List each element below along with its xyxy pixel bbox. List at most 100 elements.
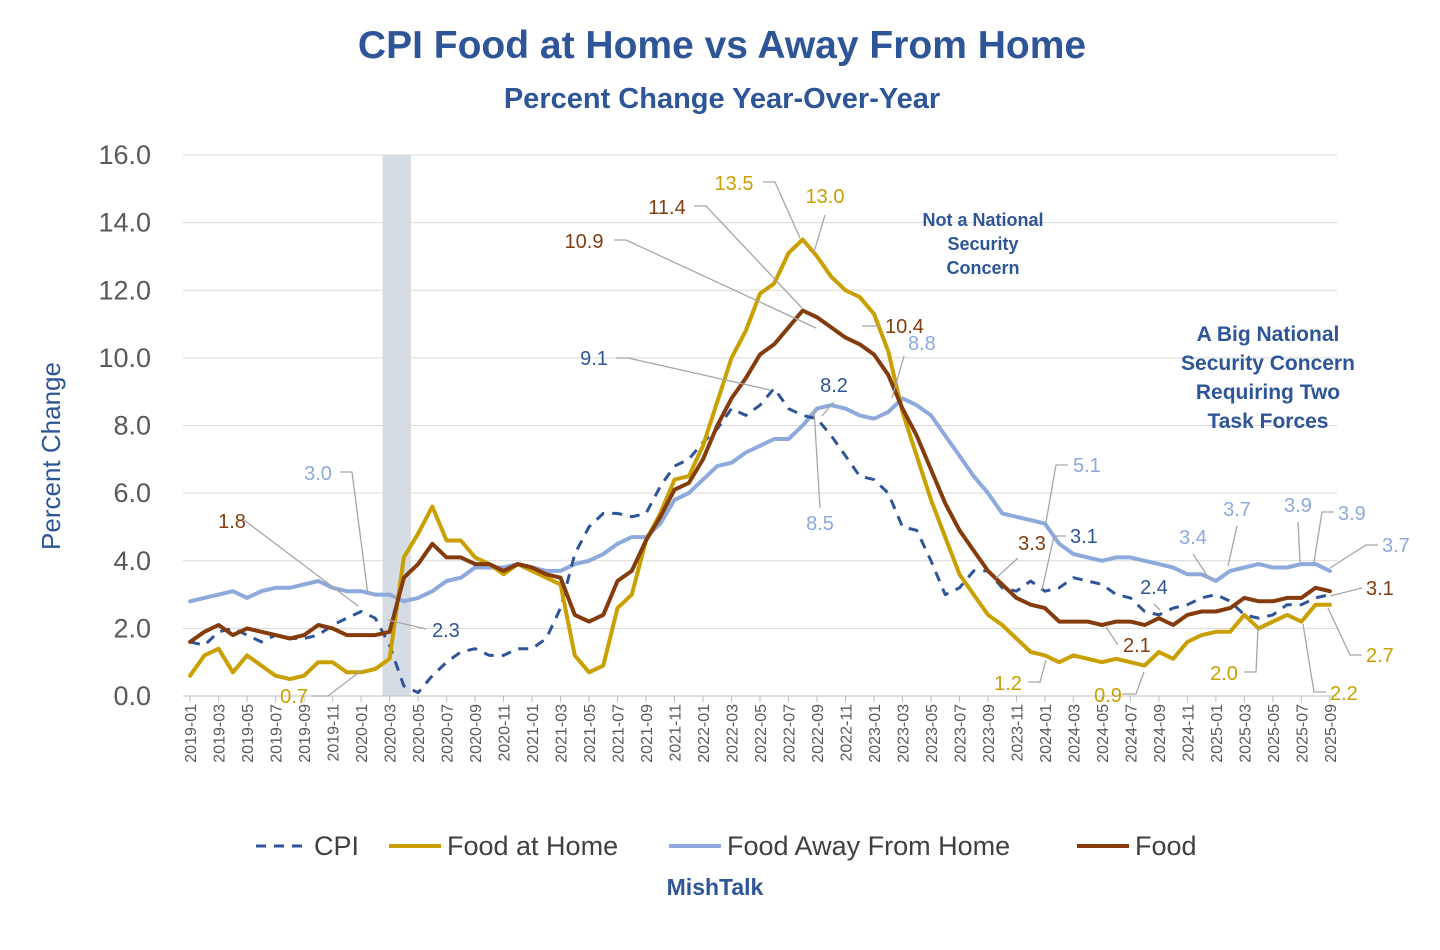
leader-line (340, 471, 369, 596)
data-label: 2.7 (1366, 645, 1394, 667)
leader-line (813, 214, 826, 253)
data-label: 3.1 (1070, 526, 1098, 548)
annotation-line: Concern (946, 258, 1019, 278)
leader-line (1192, 553, 1211, 581)
y-tick-label: 6.0 (113, 478, 151, 508)
legend-entry: CPI (314, 831, 359, 861)
x-tick-label: 2024-07 (1123, 704, 1140, 763)
chart-title: CPI Food at Home vs Away From Home (358, 24, 1086, 67)
data-label: 0.7 (280, 686, 308, 708)
data-label: 3.4 (1179, 527, 1207, 549)
x-tick-label: 2023-03 (895, 704, 912, 763)
x-tick-label: 2019-11 (326, 704, 343, 762)
data-label: 5.1 (1073, 455, 1101, 477)
data-labels: 1.8 3.0 2.3 0.7 13.5 13.0 11.4 10.9 10.4 9.1 8.2 8.… (218, 173, 1410, 708)
annotation-line: Requiring Two (1196, 381, 1340, 404)
data-label: 1.8 (218, 511, 246, 533)
x-tick-label: 2025-07 (1294, 704, 1311, 763)
y-tick-label: 14.0 (98, 208, 151, 238)
data-label: 3.7 (1382, 535, 1410, 557)
data-label: 3.9 (1284, 495, 1312, 517)
x-tick-label: 2019-03 (212, 704, 229, 763)
x-tick-label: 2024-03 (1066, 704, 1083, 763)
leader-line (891, 355, 905, 399)
series-line-food (188, 308, 1332, 644)
leader-line (312, 669, 363, 697)
leader-line (1302, 623, 1326, 693)
x-tick-label: 2020-09 (468, 704, 485, 763)
leader-line (1244, 627, 1259, 673)
y-axis-label: Percent Change (36, 362, 66, 550)
leader-line (243, 519, 359, 607)
y-tick-label: 12.0 (98, 275, 151, 305)
x-tick-label: 2021-05 (582, 704, 599, 763)
x-tick-label: 2022-07 (781, 704, 798, 763)
leader-line (813, 409, 821, 509)
x-tick-label: 2023-01 (867, 704, 884, 763)
legend-entry: Food at Home (447, 831, 618, 861)
x-tick-label: 2022-09 (810, 704, 827, 763)
x-tick-label: 2025-05 (1266, 704, 1283, 763)
leader-line (1227, 525, 1238, 567)
leader-line (694, 205, 803, 309)
data-label: 9.1 (580, 348, 608, 370)
data-label: 2.2 (1330, 683, 1358, 705)
chart-subtitle: Percent Change Year-Over-Year (504, 83, 940, 115)
leader-line (763, 181, 801, 239)
x-tick-label: 2025-09 (1323, 704, 1340, 763)
x-tick-label: 2024-11 (1180, 704, 1197, 762)
series-line-food-at-home (188, 237, 1332, 682)
y-tick-label: 10.0 (98, 343, 151, 373)
leader-line (1153, 603, 1161, 611)
leader-line (1122, 671, 1145, 695)
x-tick-label: 2021-09 (639, 704, 656, 763)
data-label: 1.2 (994, 673, 1022, 695)
data-label: 8.2 (820, 375, 848, 397)
data-label: 3.9 (1338, 503, 1366, 525)
leader-line (1327, 607, 1362, 656)
y-tick-label: 8.0 (113, 411, 151, 441)
series-lines (188, 237, 1332, 695)
data-label: 2.3 (432, 620, 460, 642)
data-label: 3.3 (1018, 533, 1046, 555)
x-tick-label: 2024-05 (1095, 704, 1112, 763)
x-tick-label: 2021-03 (554, 704, 571, 763)
legend-entry: Food Away From Home (727, 831, 1010, 861)
leader-line (1041, 535, 1066, 591)
data-label: 2.1 (1123, 635, 1151, 657)
source-label: MishTalk (667, 874, 764, 900)
x-tick-label: 2023-05 (924, 704, 941, 763)
y-tick-label: 16.0 (98, 140, 151, 170)
leader-line (1105, 626, 1119, 646)
x-tick-label: 2020-01 (354, 704, 371, 763)
data-label: 2.0 (1210, 663, 1238, 685)
x-tick-label: 2022-01 (696, 704, 713, 763)
data-label: 10.9 (565, 231, 604, 253)
leader-line (1329, 544, 1378, 569)
x-tick-label: 2019-07 (269, 704, 286, 763)
x-tick-label: 2020-11 (497, 704, 514, 762)
series-line-food-away-from-home (188, 396, 1332, 604)
annotation-line: Task Forces (1207, 410, 1328, 433)
leader-line (1297, 521, 1301, 563)
x-tick-label: 2021-07 (611, 704, 628, 763)
legend: CPI Food at Home Food Away From Home Food (256, 831, 1197, 861)
data-label: 3.1 (1366, 578, 1394, 600)
data-label: 8.5 (806, 513, 834, 535)
x-tick-label: 2022-03 (725, 704, 742, 763)
data-label: 8.8 (908, 333, 936, 355)
y-tick-labels: 0.0 2.0 4.0 6.0 8.0 10.0 12.0 14.0 16.0 (98, 140, 151, 711)
annotations: Not a National Security Concern A Big Natio… (922, 210, 1354, 433)
annotation-line: A Big National (1197, 323, 1340, 346)
data-label: 0.9 (1094, 685, 1122, 707)
x-tick-label: 2025-01 (1209, 704, 1226, 763)
leader-line (614, 239, 817, 329)
x-tick-label: 2023-07 (952, 704, 969, 763)
x-tick-label: 2020-05 (411, 704, 428, 763)
x-tick-label: 2022-05 (753, 704, 770, 763)
x-tick-label: 2024-09 (1152, 704, 1169, 763)
data-label: 3.7 (1223, 499, 1251, 521)
x-tick-labels: 2019-01 2019-03 2019-05 2019-07 2019-09 2019-… (183, 696, 1340, 763)
data-label: 13.0 (806, 186, 845, 208)
